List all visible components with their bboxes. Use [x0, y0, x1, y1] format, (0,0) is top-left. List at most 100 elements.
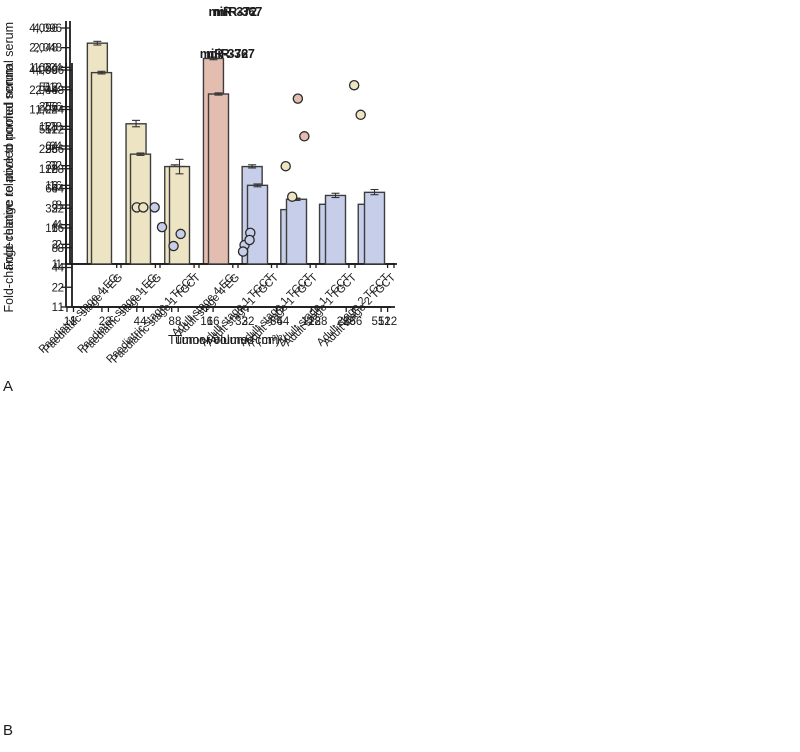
y-axis-title: Fold-change relative to pooled normal se…: [2, 22, 16, 270]
y-tick-label: 512: [39, 82, 58, 94]
y-tick-label: 1: [52, 259, 58, 271]
x-tick-label: 2: [105, 316, 111, 328]
y-axis-title: Fold-change relative to pooled normal se…: [2, 64, 16, 312]
y-tick-label: 2,048: [35, 85, 64, 97]
scatter-point: [355, 109, 366, 121]
y-tick-label: 1: [56, 259, 62, 271]
x-tick-label: 32: [235, 316, 248, 328]
y-tick-label: 8: [56, 200, 62, 212]
x-tick-label: 128: [302, 316, 321, 328]
x-tick-label: 512: [378, 316, 397, 328]
y-tick-label: 512: [45, 124, 64, 136]
scatter-point: [348, 79, 360, 91]
bar-mir367-svg: 12481632641282565121,0242,0484,096miR-36…: [33, 5, 398, 366]
scatter-point: [237, 246, 249, 257]
x-axis-title: Tumor volume (cm³): [175, 333, 287, 347]
y-tick-label: 4,096: [29, 65, 58, 77]
y-tick-label: 4,096: [33, 23, 62, 35]
y-tick-label: 32: [45, 161, 58, 173]
y-tick-label: 4: [52, 220, 59, 232]
scatter-point: [149, 202, 160, 213]
panel-a-label: A: [3, 378, 14, 395]
chart-title: miR-372: [208, 5, 257, 19]
y-tick-label: 1,024: [35, 105, 64, 117]
y-tick-label: 64: [45, 184, 58, 196]
y-tick-label: 4: [56, 220, 63, 232]
scatter-point: [168, 240, 179, 252]
y-tick-label: 64: [51, 184, 64, 196]
x-tick-label: 128: [308, 316, 327, 328]
x-tick-label: 4: [140, 316, 147, 328]
y-tick-label: 2,048: [29, 85, 58, 97]
y-tick-label: 512: [43, 82, 62, 94]
x-tick-label: 32: [242, 316, 255, 328]
x-tick-label: 1: [70, 316, 76, 328]
x-tick-label: 2: [99, 316, 105, 328]
y-tick-label: 4,096: [29, 23, 58, 35]
y-tick-label: 1: [58, 302, 64, 314]
chart-title: miR-372: [200, 47, 249, 61]
x-tick-label: 256: [337, 316, 356, 328]
panel-b-label: B: [3, 722, 14, 739]
y-tick-label: 16: [51, 223, 64, 235]
scatter-mir367-svg: 12481632641282565121,0242,0484,096miR-36…: [35, 47, 397, 347]
y-tick-label: 1,024: [29, 105, 58, 117]
y-tick-label: 2: [52, 282, 58, 294]
scatter-point: [292, 93, 304, 104]
x-tick-label: 64: [270, 316, 283, 328]
y-tick-label: 128: [39, 121, 58, 133]
bar-chart-mir367: 1 2 4 8 16 32 64 128 256 512 1,024 2,048 4,096 miR-36…: [0, 0, 400, 376]
y-tick-label: 2: [56, 239, 62, 251]
chart-title: miR-367: [214, 5, 263, 19]
y-tick-label: 512: [39, 124, 58, 136]
y-tick-label: 32: [51, 203, 64, 215]
scatter-point: [280, 160, 291, 172]
scatter-point: [299, 131, 310, 142]
y-tick-label: 64: [45, 141, 58, 153]
y-tick-label: 4: [52, 263, 59, 275]
scatter-point: [138, 202, 149, 213]
scatter-point: [175, 228, 186, 240]
chart-title: miR-367: [206, 47, 255, 61]
scatter-point: [286, 191, 298, 202]
y-tick-label: 4,096: [35, 65, 64, 77]
y-tick-label: 256: [39, 144, 58, 156]
x-tick-label: 1: [64, 316, 70, 328]
y-tick-label: 256: [43, 102, 62, 114]
x-tick-label: 256: [343, 316, 362, 328]
y-tick-label: 64: [49, 141, 62, 153]
x-tick-label: 512: [372, 316, 391, 328]
y-tick-label: 4: [58, 263, 65, 275]
scatter-chart-mir367: 1 2 4 8 16 32 64 128 256 512 1,024 2,048 4,096 miR-36…: [0, 0, 400, 376]
x-tick-label: 8: [175, 316, 181, 328]
y-tick-label: 1: [52, 302, 58, 314]
y-tick-label: 2,048: [29, 43, 58, 55]
y-tick-label: 32: [49, 161, 62, 173]
y-tick-label: 16: [49, 180, 62, 192]
x-tick-label: 64: [277, 316, 290, 328]
y-tick-label: 1,024: [29, 62, 58, 74]
y-tick-label: 128: [45, 164, 64, 176]
y-tick-label: 2,048: [33, 43, 62, 55]
y-tick-label: 128: [39, 164, 58, 176]
y-tick-label: 16: [45, 180, 58, 192]
x-axis-title: Tumor volume (cm³): [168, 333, 280, 347]
scatter-point: [156, 221, 168, 233]
y-tick-label: 1,024: [33, 62, 62, 74]
y-tick-label: 8: [52, 243, 58, 255]
y-tick-label: 32: [45, 203, 58, 215]
scatter-point: [244, 234, 255, 246]
x-tick-label: 16: [207, 316, 220, 328]
x-tick-label: 16: [200, 316, 213, 328]
y-tick-label: 8: [58, 243, 64, 255]
x-tick-label: 8: [168, 316, 174, 328]
y-tick-label: 256: [45, 144, 64, 156]
x-tick-label: 4: [134, 316, 141, 328]
y-tick-label: 8: [52, 200, 58, 212]
y-tick-label: 16: [45, 223, 58, 235]
y-tick-label: 2: [58, 282, 64, 294]
y-tick-label: 256: [39, 102, 58, 114]
y-tick-label: 128: [43, 121, 62, 133]
y-tick-label: 2: [52, 239, 58, 251]
